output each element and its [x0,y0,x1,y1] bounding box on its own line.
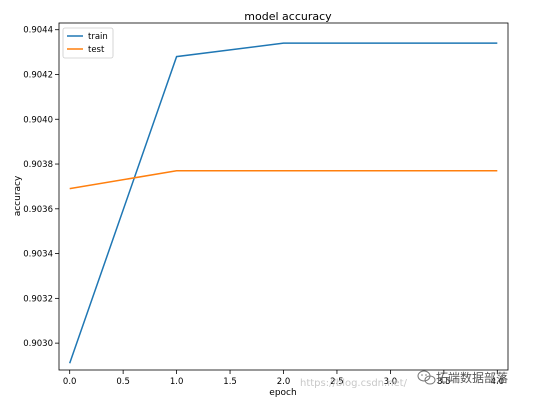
x-tick-label: 4.0 [491,377,505,387]
plot-frame [58,22,509,371]
series-line-test [69,170,498,190]
legend-label-train: train [88,32,108,42]
watermark-brand: 拓端数据部落 [436,370,508,385]
x-tick-label: 2.5 [330,377,344,387]
y-tick-label: 0.9042 [23,70,53,80]
y-axis-ticks: 0.9030 0.9032 0.9034 0.9036 0.9038 0.9040 0.90… [23,26,59,349]
x-tick-label: 1.5 [223,377,237,387]
series-layer [68,42,498,364]
watermark-url: https://blog.csdn.net/ [300,378,408,389]
y-axis-label: accuracy [13,175,23,216]
plot-area [58,22,509,371]
legend: train test [62,27,114,59]
y-tick-label: 0.9038 [23,160,53,170]
x-tick-label: 0.5 [116,377,130,387]
legend-label-test: test [88,45,105,55]
y-tick-label: 0.9044 [23,26,53,36]
y-tick-label: 0.9034 [23,250,53,260]
wechat-icon [417,370,436,385]
y-tick-label: 0.9030 [23,339,53,349]
y-tick-label: 0.9040 [23,115,53,125]
x-axis-ticks: 0.0 0.5 1.0 1.5 2.0 2.5 3.0 3.5 4.0 [63,370,504,387]
y-tick-label: 0.9036 [23,205,53,215]
x-tick-label: 1.0 [170,377,184,387]
x-axis-label: epoch [269,388,296,398]
y-tick-label: 0.9032 [23,294,53,304]
x-tick-label: 3.5 [437,377,451,387]
chart-title: model accuracy [244,10,332,23]
x-tick-label: 2.0 [277,377,291,387]
watermark: https://blog.csdn.net/ 拓端数据部落 [300,370,508,389]
x-tick-label: 3.0 [384,377,398,387]
series-line-train [68,42,498,364]
x-tick-label: 0.0 [63,377,77,387]
